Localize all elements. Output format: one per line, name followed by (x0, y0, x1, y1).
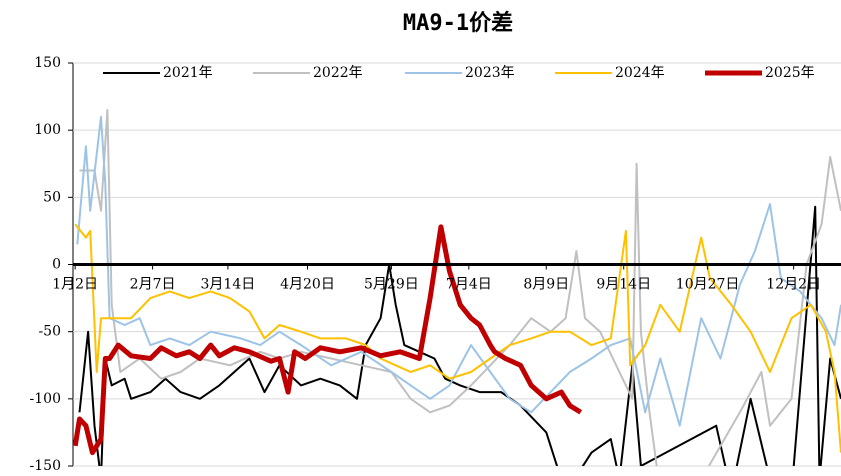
x-tick-label: 8月9日 (523, 277, 569, 293)
legend-label: 2023年 (465, 65, 515, 81)
legend-label: 2024年 (615, 65, 665, 81)
x-tick-label: 3月14日 (201, 277, 256, 293)
y-tick-label: 150 (34, 55, 61, 71)
legend-label: 2021年 (163, 65, 213, 81)
x-tick-label: 10月27日 (676, 277, 740, 293)
y-tick-label: -50 (38, 324, 61, 340)
y-tick-label: 0 (52, 257, 61, 273)
x-tick-label: 12月2日 (766, 277, 821, 293)
x-tick-label: 7月4日 (446, 277, 492, 293)
legend-label: 2022年 (313, 65, 363, 81)
series-line (76, 115, 841, 427)
legend-label: 2025年 (765, 65, 815, 81)
y-tick-label: 50 (43, 189, 61, 205)
plot-lines (73, 109, 841, 466)
y-tick-label: 100 (34, 122, 61, 138)
y-tick-label: -150 (30, 458, 61, 474)
x-tick-label: 5月29日 (364, 277, 419, 293)
x-tick-label: 9月14日 (596, 277, 651, 293)
chart-title: MA9-1价差 (403, 10, 513, 36)
x-tick-label: 1月2日 (52, 277, 98, 293)
series-line (74, 223, 841, 453)
series-line (78, 205, 841, 466)
x-tick-label: 2月7日 (130, 277, 176, 293)
series-line (73, 224, 583, 456)
x-tick-label: 4月20日 (280, 277, 335, 293)
series-line (79, 109, 841, 466)
y-tick-label: -100 (30, 391, 61, 407)
